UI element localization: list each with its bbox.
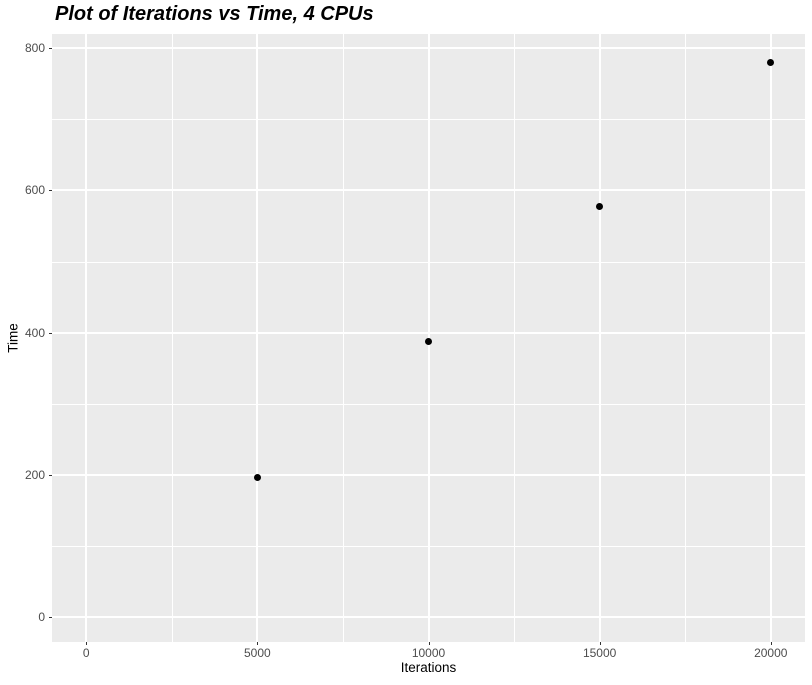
x-tick-label: 5000 [244, 646, 271, 660]
x-major-gridline [256, 34, 259, 642]
x-minor-gridline [171, 34, 173, 642]
y-tick-label: 0 [38, 610, 45, 625]
data-point [596, 203, 604, 211]
x-minor-gridline [514, 34, 516, 642]
x-tick-label: 0 [82, 646, 90, 660]
data-point [253, 473, 261, 481]
y-tick-mark [49, 48, 52, 50]
y-major-gridline [52, 331, 805, 334]
y-tick-mark [49, 617, 52, 619]
x-tick-mark [770, 642, 772, 645]
x-minor-gridline [685, 34, 687, 642]
y-tick-mark [49, 332, 52, 334]
y-tick-label: 600 [24, 183, 45, 198]
y-tick-label: 800 [24, 41, 45, 56]
x-tick-label: 15000 [582, 646, 617, 660]
x-tick-mark [86, 642, 88, 645]
y-tick-label: 200 [24, 467, 45, 482]
y-tick-label: 400 [24, 325, 45, 340]
y-axis-title: Time [5, 323, 21, 353]
x-tick-mark [599, 642, 601, 645]
x-tick-label: 20000 [754, 646, 788, 660]
y-major-gridline [52, 616, 805, 619]
y-tick-mark [49, 474, 52, 476]
x-tick-mark [257, 642, 259, 645]
x-major-gridline [427, 34, 430, 642]
data-point [425, 338, 432, 346]
x-major-gridline [85, 34, 88, 642]
y-major-gridline [52, 189, 805, 192]
x-tick-mark [428, 642, 430, 645]
x-major-gridline [769, 34, 772, 642]
y-major-gridline [52, 473, 805, 476]
plot-panel [52, 34, 805, 642]
y-tick-mark [49, 190, 52, 192]
plot-title: Plot of Iterations vs Time, 4 CPUs [55, 3, 374, 25]
data-point [767, 58, 775, 66]
x-major-gridline [598, 34, 601, 642]
x-axis-title: Iterations [400, 660, 457, 675]
x-tick-label: 10000 [411, 646, 446, 660]
x-minor-gridline [342, 34, 344, 642]
y-major-gridline [52, 47, 805, 50]
